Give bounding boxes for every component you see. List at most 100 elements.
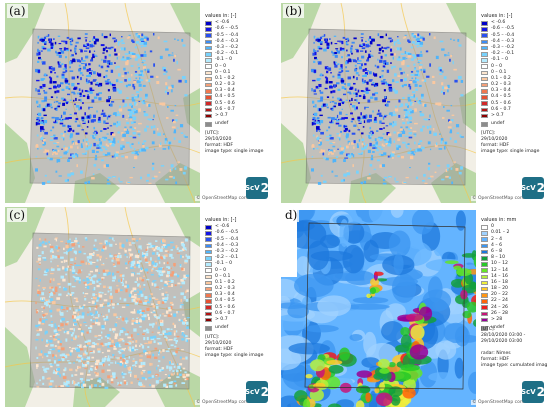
index-pixel	[88, 71, 92, 75]
index-pixel	[160, 320, 163, 322]
index-pixel	[85, 47, 90, 50]
index-pixel	[151, 375, 154, 378]
map-view[interactable]	[281, 3, 476, 203]
map-attribution[interactable]: © OpenStreetMap contributors	[471, 196, 543, 201]
map-attribution[interactable]: © OpenStreetMap contributors	[195, 400, 267, 405]
index-pixel	[47, 359, 51, 362]
index-pixel	[349, 92, 352, 95]
index-pixel	[136, 263, 140, 267]
index-pixel	[368, 114, 372, 118]
legend-entry: -0.4 – -0.3	[205, 243, 269, 249]
index-pixel	[126, 381, 128, 386]
index-pixel	[181, 38, 184, 42]
index-pixel	[124, 343, 129, 346]
map-attribution[interactable]: © OpenStreetMap contributors	[471, 400, 543, 405]
index-pixel	[131, 367, 133, 370]
index-pixel	[126, 121, 130, 125]
legend-label: 0	[491, 224, 494, 230]
index-pixel	[72, 275, 75, 278]
index-pixel	[80, 307, 83, 310]
index-pixel	[129, 176, 133, 179]
index-pixel	[422, 125, 425, 128]
index-pixel	[407, 151, 411, 155]
index-pixel	[361, 132, 364, 135]
index-pixel	[132, 360, 136, 362]
index-pixel	[342, 133, 345, 135]
map-view[interactable]	[281, 207, 476, 407]
index-pixel	[418, 103, 422, 105]
index-pixel	[453, 161, 457, 163]
index-pixel	[141, 148, 145, 152]
index-pixel	[180, 286, 182, 288]
index-pixel	[64, 147, 69, 151]
index-pixel	[179, 369, 182, 372]
index-pixel	[129, 253, 134, 256]
index-pixel	[119, 181, 123, 183]
index-pixel	[73, 250, 77, 254]
index-pixel	[55, 117, 59, 121]
index-pixel	[379, 120, 382, 124]
index-pixel	[74, 47, 77, 50]
index-pixel	[167, 106, 169, 108]
legend-entry: -0.1 – 0	[205, 261, 269, 267]
index-pixel	[159, 379, 163, 381]
index-pixel	[349, 87, 353, 90]
index-pixel	[131, 55, 136, 58]
index-pixel	[142, 84, 146, 87]
precip-cell	[379, 368, 390, 374]
legend-label: 18 – 20	[491, 286, 508, 292]
index-pixel	[91, 300, 95, 304]
index-pixel	[91, 99, 95, 103]
index-pixel	[75, 132, 80, 135]
index-pixel	[84, 340, 88, 343]
index-pixel	[131, 295, 135, 298]
index-pixel	[365, 44, 370, 48]
index-pixel	[353, 146, 355, 149]
index-pixel	[313, 50, 317, 52]
map-attribution[interactable]: © OpenStreetMap contributors	[195, 196, 267, 201]
legend-swatch	[205, 64, 212, 69]
map-view[interactable]	[5, 207, 200, 407]
index-pixel	[77, 335, 80, 338]
index-pixel	[324, 87, 328, 90]
index-pixel	[339, 40, 342, 43]
index-pixel	[69, 293, 73, 296]
coverage-area	[29, 232, 191, 390]
index-pixel	[68, 127, 72, 131]
index-pixel	[369, 163, 373, 167]
index-pixel	[426, 75, 430, 78]
index-pixel	[109, 125, 113, 127]
map-view[interactable]	[5, 3, 200, 203]
index-pixel	[334, 54, 338, 58]
index-pixel	[441, 48, 445, 51]
legend-swatch	[481, 326, 488, 331]
index-pixel	[51, 348, 55, 351]
index-pixel	[386, 46, 390, 49]
precip-cell	[400, 364, 420, 372]
index-pixel	[83, 304, 86, 307]
index-pixel	[356, 98, 358, 103]
index-pixel	[56, 338, 60, 341]
index-pixel	[407, 128, 411, 131]
index-pixel	[385, 62, 389, 66]
index-pixel	[156, 303, 159, 306]
index-pixel	[350, 45, 353, 47]
index-pixel	[57, 326, 60, 331]
index-pixel	[98, 283, 102, 285]
legend-entry: 0.01 – 2	[481, 230, 545, 236]
index-pixel	[130, 146, 133, 149]
index-pixel	[103, 120, 106, 124]
index-pixel	[57, 346, 61, 350]
legend-label: 4 – 6	[491, 242, 503, 248]
index-pixel	[79, 60, 82, 63]
index-pixel	[142, 100, 145, 102]
index-pixel	[339, 137, 341, 141]
index-pixel	[82, 352, 87, 356]
index-pixel	[71, 291, 75, 294]
index-pixel	[148, 104, 151, 107]
index-pixel	[143, 314, 147, 318]
index-pixel	[449, 120, 452, 124]
index-pixel	[176, 369, 179, 373]
index-pixel	[67, 293, 71, 295]
index-pixel	[157, 36, 160, 40]
